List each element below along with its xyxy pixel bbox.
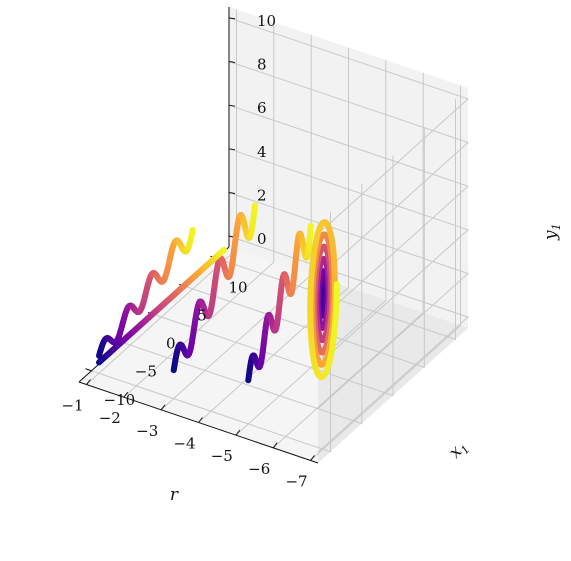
r-tick-label: −7 [285, 473, 307, 491]
r-tick [272, 442, 278, 449]
r-tick [86, 379, 91, 385]
series-2-wave [170, 202, 258, 374]
y1-tick-label: 2 [257, 187, 267, 205]
r-tick-label: −2 [99, 409, 121, 427]
gridline-x1 [216, 99, 456, 340]
y1-tick [228, 148, 236, 151]
y1-tick [228, 61, 236, 64]
r-tick [198, 417, 203, 423]
gridline-y1 [228, 17, 469, 235]
chart-series [96, 202, 340, 384]
gridline-r [235, 60, 387, 436]
r-tick-label: −1 [61, 397, 83, 415]
x1-tick-label: 10 [229, 278, 248, 296]
series-0-spiral [307, 219, 340, 380]
r-tick [235, 429, 241, 436]
r-tick [123, 391, 129, 398]
gridline-r [272, 72, 424, 449]
series-1-wave [245, 222, 314, 384]
x1-tick-label: 5 [197, 306, 207, 324]
x1-tick [85, 368, 92, 372]
x1-axis-label-sub: 1 [458, 443, 472, 457]
y1-tick-label: 0 [257, 230, 267, 248]
y1-tick [228, 104, 236, 107]
r-tick-label: −4 [173, 435, 195, 453]
x1-tick-label: 0 [166, 335, 176, 353]
r-tick-label: −6 [248, 460, 270, 478]
gridline-r [310, 85, 461, 461]
series-2-segment [251, 202, 258, 217]
r-tick [310, 455, 315, 461]
x1-axis-label: x1 [445, 437, 472, 464]
gridline-y1 [228, 192, 469, 409]
x1-tick-label: −10 [104, 391, 136, 409]
series-4-line [96, 246, 227, 366]
r-tick-label: −5 [211, 447, 233, 465]
gridline-r [123, 22, 275, 398]
gridline-x1 [122, 183, 363, 425]
gridline-y1 [228, 235, 469, 453]
y1-tick [228, 191, 236, 194]
gridline-x1 [153, 155, 394, 397]
y1-tick-label: 6 [257, 99, 267, 117]
series-3-wave [96, 227, 196, 359]
series-1-segment [307, 222, 314, 237]
gridline-y1 [228, 148, 469, 366]
r-tick-label: −3 [136, 422, 158, 440]
x1-tick-label: −5 [135, 363, 157, 381]
y1-tick-label: 8 [257, 56, 267, 74]
y1-tick-label: 10 [257, 12, 276, 30]
gridline-y1 [228, 104, 469, 322]
r-tick [160, 404, 166, 411]
series-3-segment [188, 227, 196, 238]
y1-axis-label-sub: 1 [550, 223, 563, 230]
chart-gridlines [86, 9, 469, 461]
series-4-segment [219, 246, 227, 255]
y1-tick-label: 4 [257, 143, 267, 161]
gridline-x1 [185, 127, 425, 369]
y1-axis-label: y1 [541, 223, 563, 241]
gridline-y1 [228, 61, 469, 278]
r-axis-label: r [170, 485, 179, 505]
y1-tick [228, 17, 236, 20]
